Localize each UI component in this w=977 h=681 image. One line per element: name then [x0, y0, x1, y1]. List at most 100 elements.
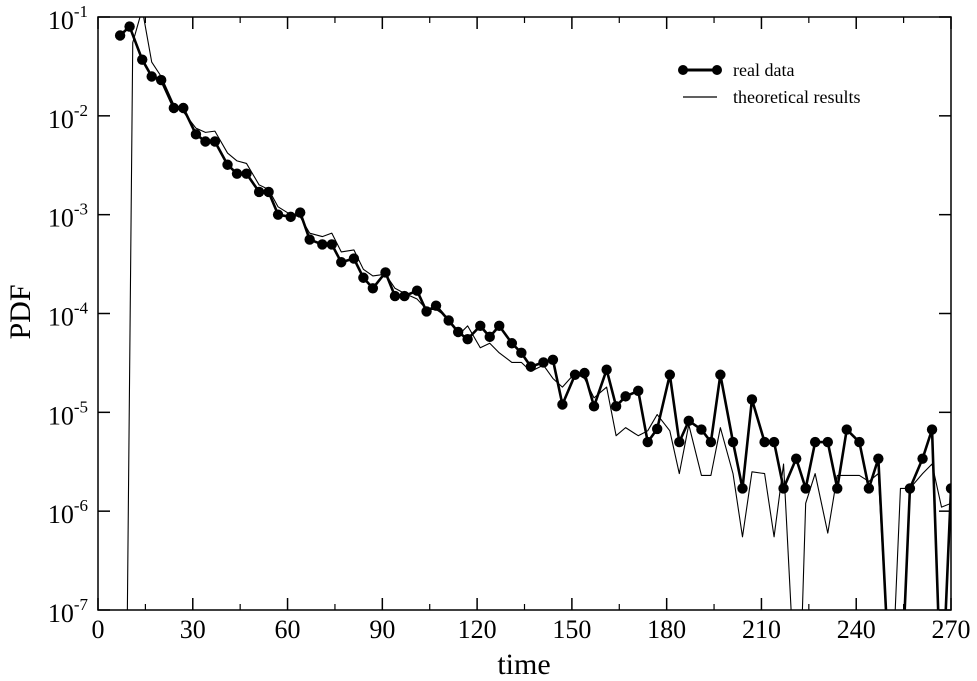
- y-tick-exponent: -6: [74, 496, 88, 515]
- data-point-real: [294, 207, 306, 218]
- data-point-real: [475, 320, 486, 332]
- data-point-real: [399, 290, 410, 302]
- data-point-real: [664, 369, 676, 380]
- data-point-real: [759, 436, 770, 448]
- data-point-real: [263, 186, 274, 198]
- data-point-real: [917, 453, 928, 464]
- data-point-real: [873, 453, 884, 464]
- data-point-real: [430, 300, 442, 311]
- data-point-real: [768, 436, 780, 448]
- data-point-real: [588, 401, 600, 412]
- data-point-real: [253, 186, 265, 198]
- series-line-real-data: [119, 25, 951, 610]
- data-point-real: [506, 338, 518, 349]
- data-point-real: [705, 436, 717, 448]
- data-point-real: [620, 391, 631, 402]
- data-point-real: [601, 364, 612, 375]
- legend-marker-real-data-left: [678, 65, 688, 75]
- data-point-real: [610, 401, 622, 412]
- y-tick-base: 10: [48, 599, 74, 628]
- series-group: [114, 17, 951, 610]
- data-point-real: [367, 283, 379, 294]
- y-tick-label: 10-1: [48, 2, 88, 35]
- data-point-real: [348, 253, 360, 264]
- data-point-real: [484, 331, 495, 343]
- y-tick-base: 10: [48, 500, 74, 529]
- data-point-real: [832, 483, 843, 494]
- y-tick-base: 10: [48, 303, 74, 332]
- data-point-real: [178, 102, 189, 114]
- data-point-real: [651, 423, 663, 435]
- data-point-real: [452, 326, 464, 338]
- data-point-real: [241, 168, 252, 179]
- data-point-real: [854, 436, 865, 448]
- x-tick-label: 210: [742, 615, 781, 644]
- x-tick-label: 270: [932, 615, 971, 644]
- y-tick-label: 10-2: [48, 101, 88, 134]
- data-point-real: [114, 30, 126, 41]
- data-point-real: [304, 234, 315, 245]
- data-point-real: [516, 347, 527, 359]
- y-tick-label: 10-6: [48, 496, 88, 529]
- y-tick-label: 10-5: [48, 397, 88, 430]
- x-tick-label: 60: [275, 615, 301, 644]
- data-point-real: [462, 333, 473, 345]
- x-tick-label: 120: [458, 615, 497, 644]
- data-point-real: [727, 436, 739, 448]
- x-tick-label: 0: [92, 615, 105, 644]
- axis-ticks: 0 30 60 90 120 150 180 210 240 27010-710-610-510-…: [48, 2, 971, 644]
- data-point-real: [778, 483, 789, 494]
- data-point-real: [674, 436, 685, 448]
- y-tick-exponent: -3: [74, 200, 88, 219]
- data-point-real: [146, 71, 157, 82]
- x-tick-label: 90: [369, 615, 395, 644]
- x-tick-label: 30: [180, 615, 206, 644]
- data-point-real: [579, 367, 590, 379]
- data-point-real: [790, 453, 802, 464]
- data-point-real: [155, 74, 167, 86]
- data-point-real: [822, 436, 833, 448]
- data-point-real: [809, 436, 821, 448]
- y-axis-title: PDF: [4, 284, 37, 339]
- y-tick-base: 10: [48, 6, 74, 35]
- data-point-real: [945, 483, 951, 494]
- x-axis-title: time: [497, 648, 550, 681]
- y-tick-base: 10: [48, 204, 74, 233]
- data-point-real: [272, 209, 284, 220]
- data-point-real: [326, 239, 337, 250]
- data-point-real: [124, 21, 135, 32]
- y-tick-label: 10-7: [48, 595, 89, 628]
- data-point-real: [336, 257, 347, 268]
- x-tick-label: 180: [647, 615, 686, 644]
- data-point-real: [190, 129, 202, 140]
- x-tick-label: 240: [837, 615, 876, 644]
- data-point-real: [696, 424, 707, 435]
- data-point-real: [209, 136, 221, 147]
- y-tick-exponent: -5: [74, 397, 88, 416]
- data-point-real: [389, 290, 401, 302]
- data-point-real: [904, 483, 916, 494]
- y-tick-exponent: -4: [74, 299, 89, 318]
- data-point-real: [737, 483, 748, 494]
- data-point-real: [421, 306, 432, 317]
- data-point-real: [569, 369, 581, 380]
- data-point-real: [285, 211, 296, 223]
- data-point-real: [683, 415, 694, 427]
- y-tick-exponent: -1: [74, 2, 88, 21]
- y-tick-label: 10-3: [48, 200, 88, 233]
- data-point-real: [557, 399, 568, 410]
- data-point-real: [525, 361, 537, 372]
- data-point-real: [494, 320, 505, 332]
- series-line-theoretical: [126, 17, 951, 610]
- data-point-real: [863, 483, 875, 494]
- y-tick-base: 10: [48, 105, 74, 134]
- data-point-real: [715, 369, 726, 380]
- data-point-real: [137, 54, 148, 65]
- y-tick-base: 10: [48, 401, 74, 430]
- legend-label-theoretical: theoretical results: [733, 87, 860, 107]
- legend-label-real-data: real data: [733, 60, 794, 80]
- y-tick-label: 10-4: [48, 299, 89, 332]
- data-point-real: [168, 102, 180, 114]
- data-point-real: [633, 385, 644, 397]
- y-tick-exponent: -2: [74, 101, 88, 120]
